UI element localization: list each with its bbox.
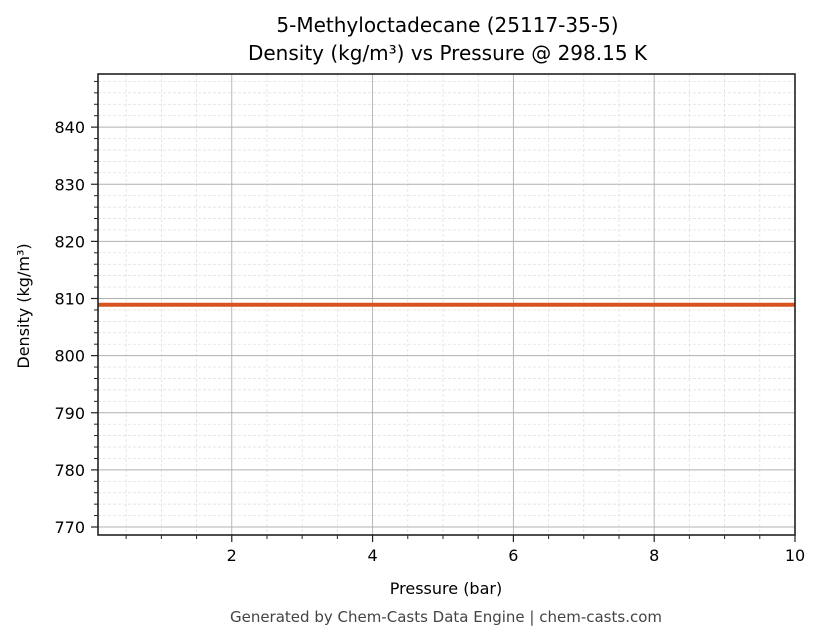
y-tick-label: 810 [54,290,85,309]
x-tick-label: 10 [785,546,805,565]
y-tick-label: 800 [54,347,85,366]
y-tick-label: 840 [54,118,85,137]
y-tick-label: 830 [54,175,85,194]
x-tick-label: 4 [367,546,377,565]
footer-credit: Generated by Chem-Casts Data Engine | ch… [229,608,663,626]
plot-frame [97,73,796,536]
y-axis-label: Density (kg/m³) [14,243,33,368]
y-tick-label: 770 [54,518,85,537]
y-tick-label: 780 [54,461,85,480]
x-tick-label: 6 [508,546,518,565]
y-tick-label: 790 [54,404,85,423]
chart-title: 5-Methyloctadecane (25117-35-5) [276,13,619,37]
x-axis-label: Pressure (bar) [390,579,502,598]
axis-ticks [91,80,796,542]
chart-subtitle: Density (kg/m³) vs Pressure @ 298.15 K [247,41,648,65]
x-tick-label: 2 [227,546,237,565]
x-tick-label: 8 [649,546,659,565]
y-tick-label: 820 [54,232,85,251]
